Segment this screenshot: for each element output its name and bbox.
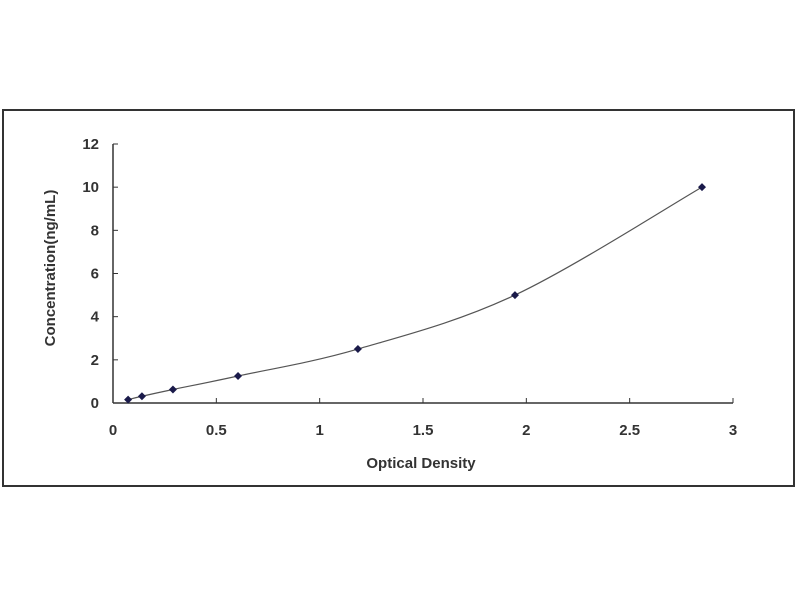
data-point [698,183,706,192]
y-tick-label: 6 [91,266,99,283]
y-tick-label: 12 [82,136,99,153]
x-axis-label: Optical Density [366,455,476,472]
x-tick-label: 0.5 [206,422,227,439]
fit-curve [127,186,703,401]
x-tick-label: 3 [729,422,737,439]
data-point [234,372,243,381]
x-tick-label: 0 [109,422,117,439]
chart-frame [2,109,795,487]
data-point [353,345,362,354]
y-axis-label: Concentration(ng/mL) [42,190,59,347]
x-tick-label: 2.5 [619,422,640,439]
y-tick-label: 8 [91,222,99,239]
x-tick-label: 1.5 [413,422,434,439]
data-point [168,385,177,394]
y-tick-label: 0 [91,395,99,412]
data-point [137,392,146,401]
y-tick-label: 2 [91,352,99,369]
y-tick-label: 10 [82,179,99,196]
x-tick-label: 1 [315,422,323,439]
y-tick-label: 4 [91,309,100,326]
data-point [124,395,133,404]
x-tick-label: 2 [522,422,530,439]
data-point [510,291,519,300]
